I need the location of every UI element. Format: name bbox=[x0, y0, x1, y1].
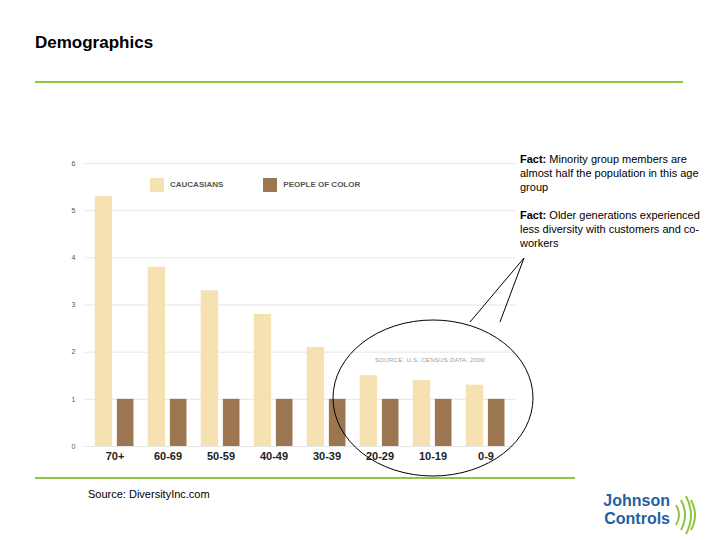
html-text:Johnson: Johnson bbox=[603, 492, 670, 509]
svg-text:5: 5 bbox=[72, 207, 76, 214]
html-text:Fact: Minority group members a: Fact: Minority group members are almost … bbox=[520, 153, 699, 193]
svg-text:4: 4 bbox=[72, 254, 76, 261]
html-text:SOURCE: U.S. CENSUS DATA, 2000: SOURCE: U.S. CENSUS DATA, 2000 bbox=[375, 357, 485, 363]
svg-text:20-29: 20-29 bbox=[366, 450, 394, 462]
svg-text:30-39: 30-39 bbox=[313, 450, 341, 462]
svg-text:6: 6 bbox=[72, 160, 76, 167]
html-text:Source: DiversityInc.com: Source: DiversityInc.com bbox=[88, 488, 210, 500]
svg-text:60-69: 60-69 bbox=[154, 450, 182, 462]
svg-text:1: 1 bbox=[72, 396, 76, 403]
svg-text:0: 0 bbox=[72, 443, 76, 450]
svg-text:10-19: 10-19 bbox=[419, 450, 447, 462]
svg-text:3: 3 bbox=[72, 301, 76, 308]
svg-text:70+: 70+ bbox=[106, 450, 125, 462]
svg-text:0-9: 0-9 bbox=[478, 450, 494, 462]
svg-text:2: 2 bbox=[72, 348, 76, 355]
html-text:Controls: Controls bbox=[604, 510, 670, 527]
svg-text:50-59: 50-59 bbox=[207, 450, 235, 462]
html-text:Demographics: Demographics bbox=[35, 33, 154, 52]
html-text:CAUCASIANS: CAUCASIANS bbox=[170, 180, 224, 190]
html-text:PEOPLE OF COLOR: PEOPLE OF COLOR bbox=[283, 180, 361, 190]
html-text:Fact: Older generations experi: Fact: Older generations experienced less… bbox=[520, 209, 700, 249]
svg-text:40-49: 40-49 bbox=[260, 450, 288, 462]
